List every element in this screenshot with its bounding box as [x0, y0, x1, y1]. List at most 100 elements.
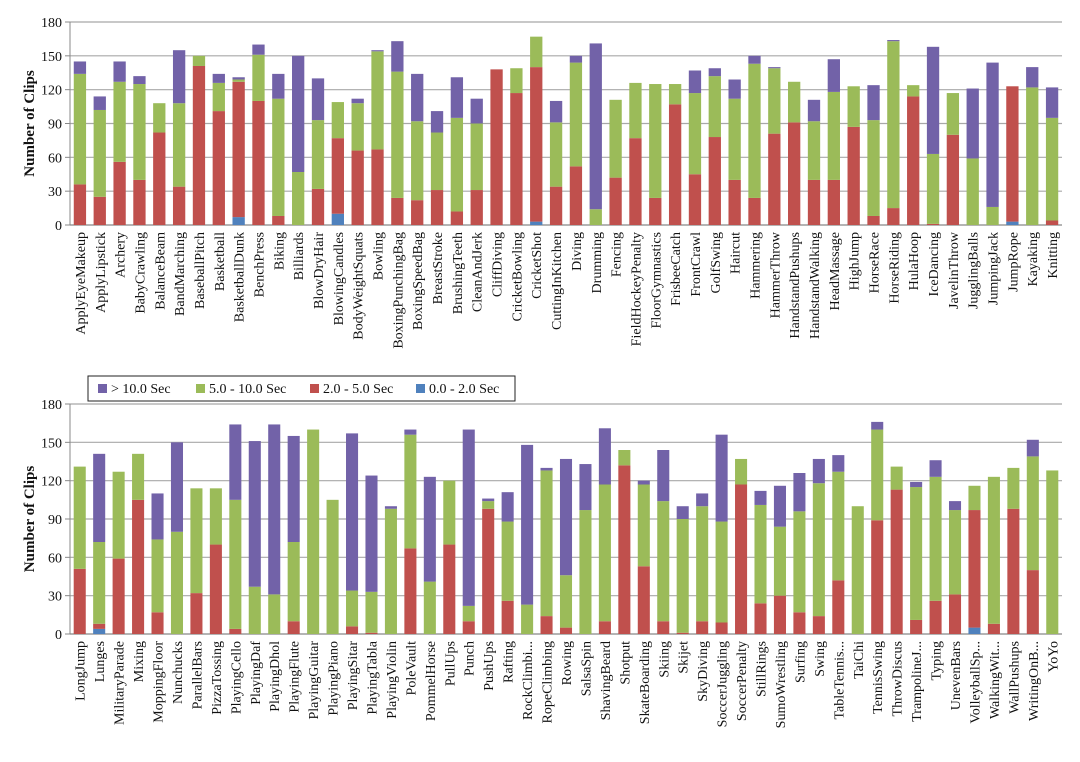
bar-segment	[132, 499, 145, 634]
bar-segment	[170, 531, 184, 634]
bar-segment	[371, 51, 384, 150]
bar-segment	[676, 519, 689, 633]
bar-segment	[443, 480, 456, 545]
bar-segment	[788, 81, 801, 123]
bar-segment	[708, 76, 721, 138]
bar-segment	[807, 179, 821, 225]
bar-segment	[501, 521, 514, 601]
bar-segment	[1026, 570, 1039, 634]
bar-segment	[272, 73, 285, 99]
x-tick-label: BreastStroke	[431, 232, 446, 304]
x-tick-label: FrisbeeCatch	[669, 232, 684, 306]
bar-segment	[807, 121, 821, 180]
bar-segment	[579, 510, 592, 634]
x-tick-label: RopeClimbing	[541, 641, 556, 723]
x-tick-label: PommelHorse	[424, 641, 439, 721]
bar-segment	[559, 627, 573, 634]
bar-segment	[172, 186, 186, 225]
bar-segment	[530, 67, 543, 222]
x-tick-label: Fencing	[610, 232, 625, 277]
bar-segment	[793, 473, 806, 512]
bar-segment	[151, 539, 164, 613]
bar-segment	[404, 429, 417, 435]
bar-segment	[470, 123, 483, 191]
bar-segment	[411, 200, 424, 225]
legend-label-5-10: 5.0 - 10.0 Sec	[209, 382, 286, 397]
bar-segment	[371, 149, 384, 225]
y-axis-label: Number of Clips	[22, 466, 38, 573]
bar-segment	[657, 621, 670, 634]
y-tick-label: 180	[41, 398, 62, 413]
bar-segment	[618, 465, 631, 634]
x-tick-label: BrushingTeeth	[451, 232, 466, 314]
bar-segment	[229, 499, 242, 629]
bar-segment	[133, 179, 146, 225]
bar-segment	[890, 466, 903, 490]
x-tick-label: PullUps	[443, 641, 458, 686]
x-tick-label: HammerThrow	[768, 231, 783, 318]
bar-segment	[688, 93, 702, 175]
bar-segment	[637, 480, 650, 485]
bar-segment	[521, 444, 534, 605]
y-tick-label: 120	[41, 475, 62, 490]
x-tick-label: Punch	[463, 641, 478, 676]
x-tick-label: Rafting	[502, 641, 517, 683]
bar-segment	[549, 100, 563, 123]
bar-segment	[812, 616, 825, 634]
bar-segment	[151, 493, 164, 540]
bar-segment	[248, 441, 261, 587]
y-tick-label: 120	[41, 84, 62, 99]
x-tick-label: PizzaTossing	[210, 641, 225, 715]
x-tick-label: BalanceBeam	[153, 232, 168, 310]
bar-segment	[715, 434, 728, 522]
bar-segment	[549, 186, 563, 225]
y-tick-label: 90	[48, 118, 62, 133]
bar-segment	[910, 619, 923, 634]
bar-segment	[365, 591, 378, 633]
bar-segment	[93, 453, 106, 542]
bar-segment	[728, 179, 741, 225]
bar-segment	[252, 44, 265, 55]
bar-segment	[887, 208, 900, 225]
bar-segment	[569, 55, 583, 63]
bar-segment	[946, 134, 960, 225]
x-tick-label: Basketball	[213, 232, 228, 291]
bar-segment	[907, 85, 920, 97]
bar-segment	[172, 50, 186, 104]
bar-segment	[93, 628, 106, 634]
bar-segment	[430, 190, 444, 225]
bar-segment	[812, 483, 825, 617]
bar-segment	[929, 460, 942, 477]
x-tick-label: JavelinThrow	[947, 231, 962, 309]
bar-segment	[521, 604, 534, 634]
bar-segment	[113, 161, 126, 225]
bar-segment	[966, 88, 979, 159]
bar-segment	[773, 485, 786, 527]
legend-swatch-0-2	[416, 384, 425, 393]
bar-segment	[133, 76, 146, 85]
bar-segment	[832, 471, 845, 581]
x-tick-label: HorseRiding	[887, 232, 902, 304]
bar-segment	[715, 622, 728, 634]
bar-segment	[926, 223, 940, 225]
bar-segment	[871, 520, 884, 634]
bar-segment	[462, 621, 475, 634]
bar-segment	[569, 62, 583, 167]
x-tick-label: HandstandWalking	[808, 232, 823, 339]
x-tick-label: Mixing	[132, 641, 147, 682]
bar-segment	[365, 475, 378, 592]
bar-segment	[948, 510, 962, 595]
x-tick-label: ShavingBeard	[599, 641, 614, 720]
x-tick-label: PlayingFlute	[288, 641, 303, 713]
bar-segment	[793, 612, 806, 634]
x-tick-label: ApplyEyeMakeup	[74, 232, 89, 335]
bar-segment	[232, 217, 245, 225]
bar-segment	[867, 85, 880, 121]
bar-segment	[351, 150, 364, 225]
bar-segment	[113, 61, 126, 82]
bar-segment	[735, 458, 748, 485]
x-tick-label: PlayingGuitar	[307, 641, 322, 720]
bar-segment	[272, 215, 285, 225]
bar-segment	[73, 466, 86, 569]
bar-segment	[649, 84, 662, 198]
